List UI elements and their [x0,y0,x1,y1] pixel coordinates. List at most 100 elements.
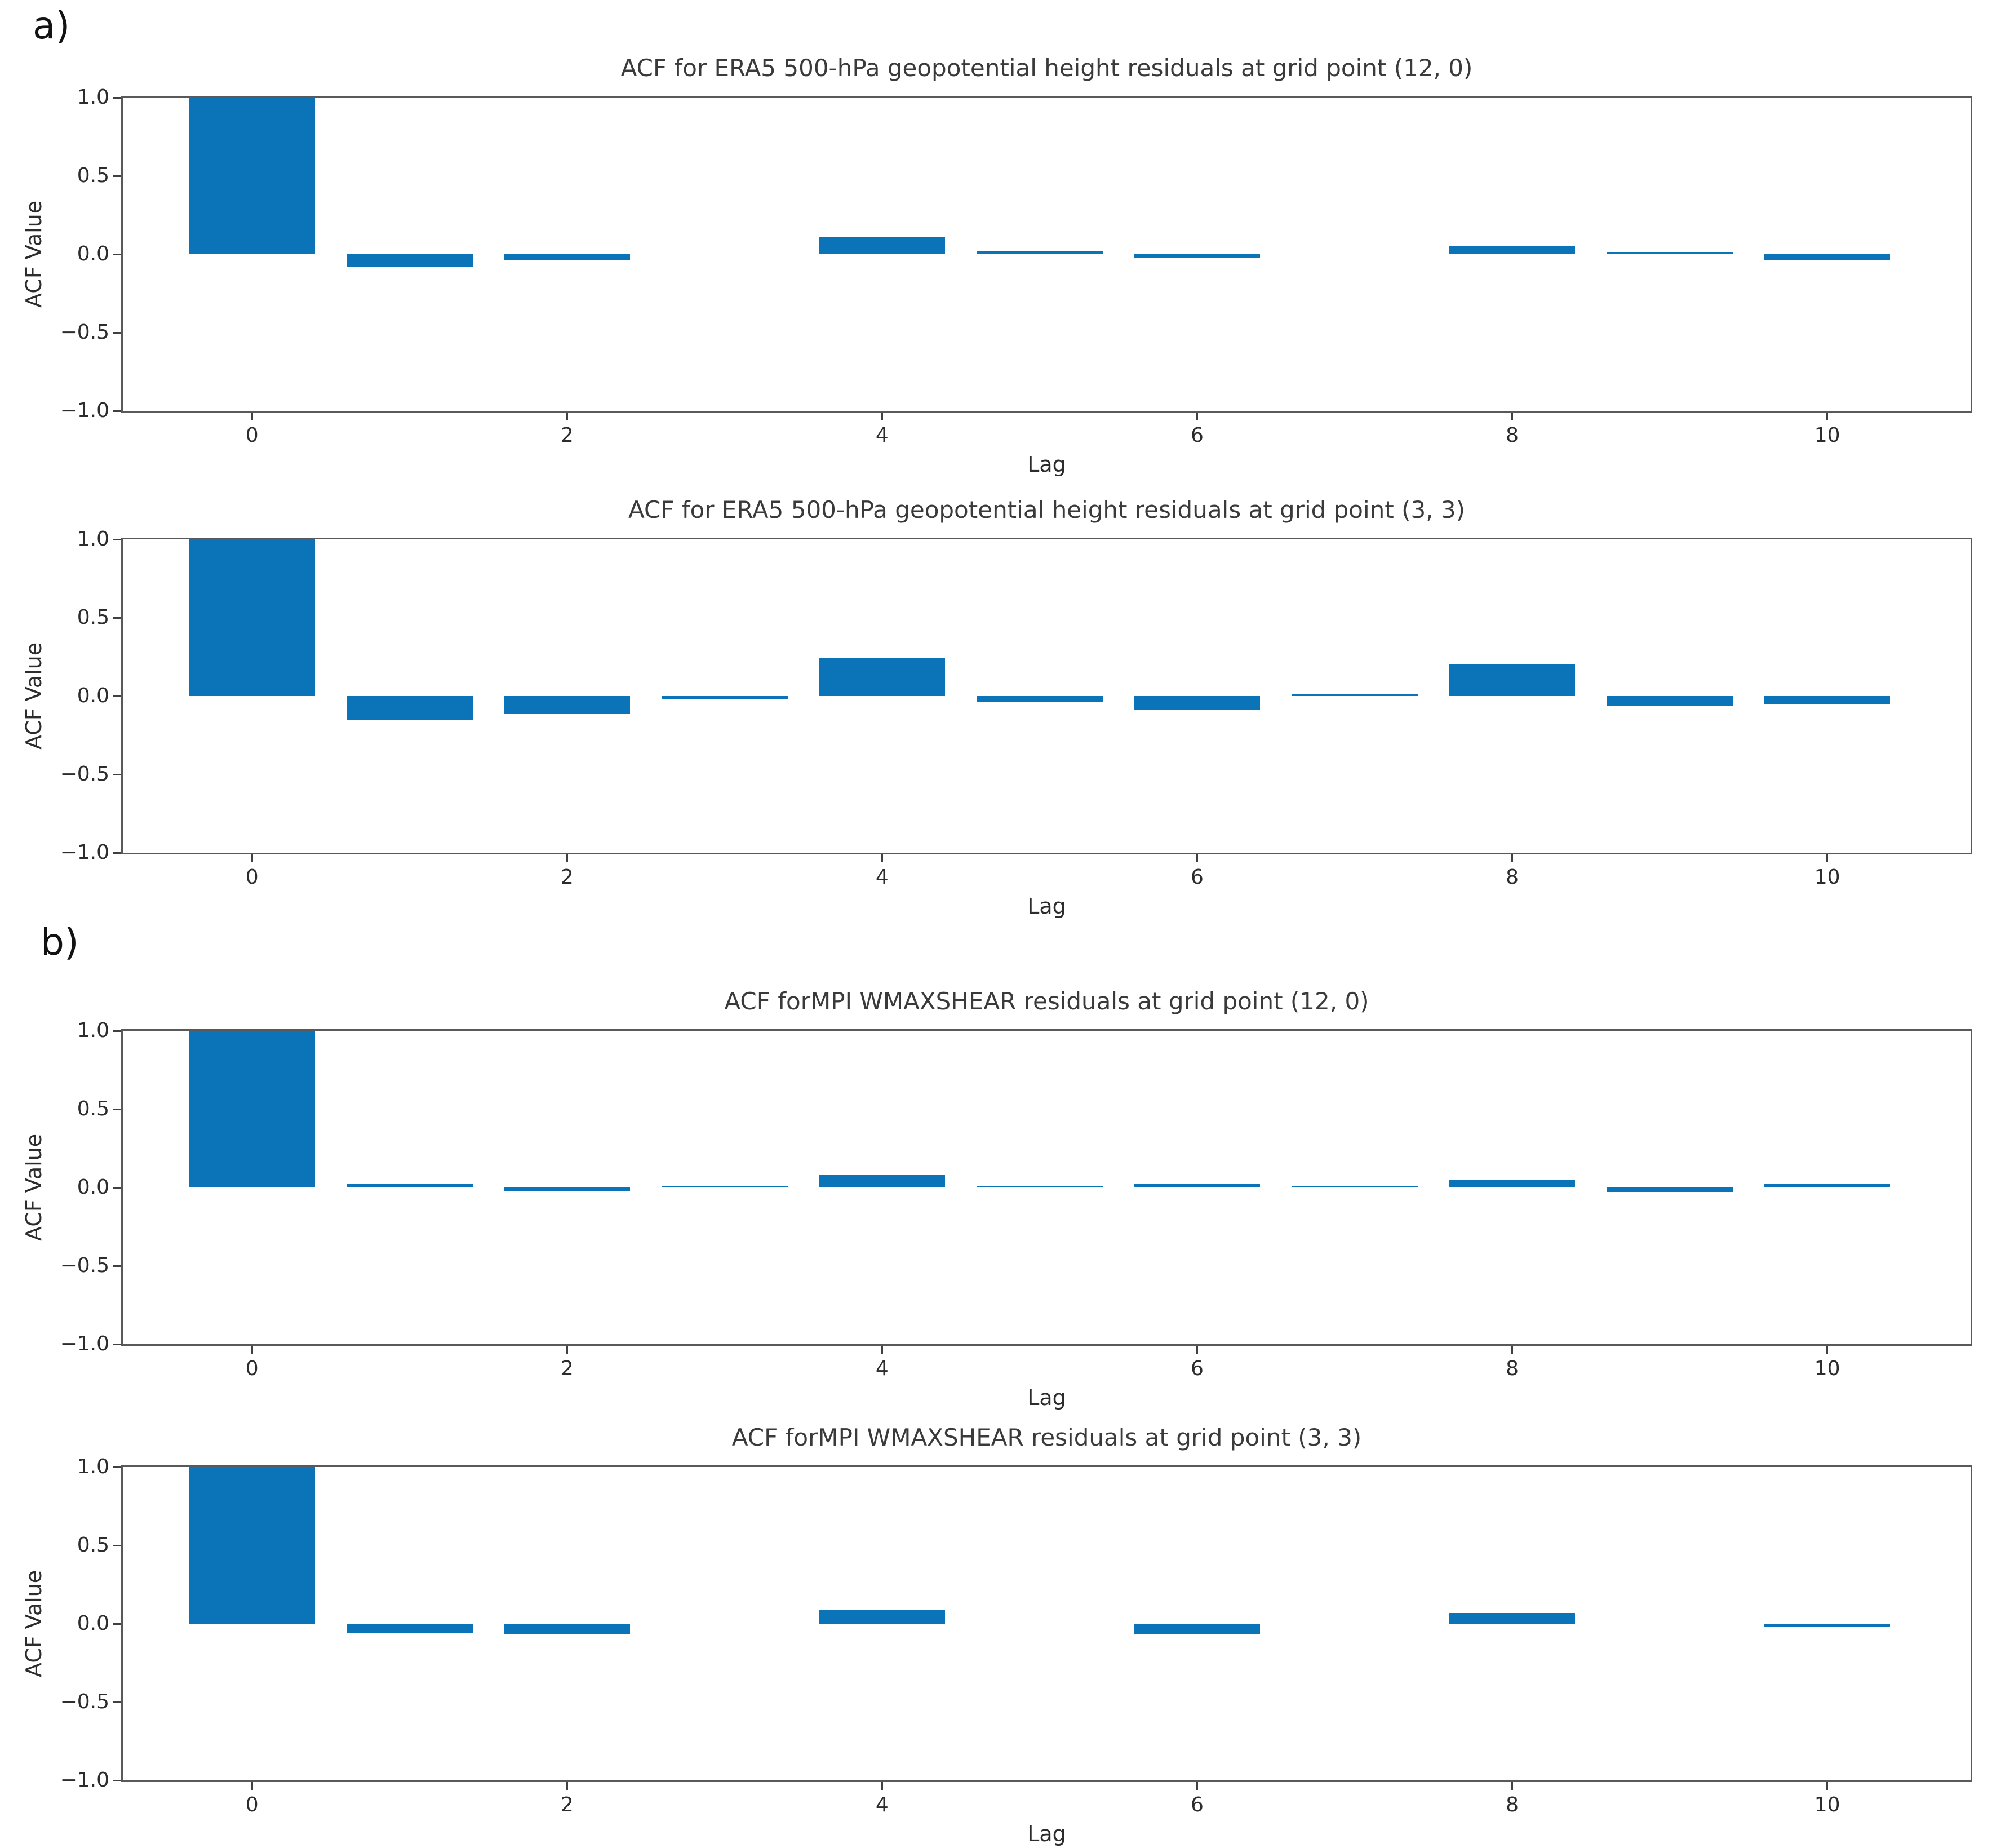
x-tick-label: 2 [560,866,574,889]
y-tick-mark [113,852,121,854]
x-tick-label: 2 [560,1793,574,1816]
acf-chart-mpi-grid-3-3: ACF forMPI WMAXSHEAR residuals at grid p… [0,1419,2001,1848]
x-tick-label: 8 [1506,1357,1519,1380]
bar-lag-10 [1764,1624,1891,1627]
x-tick-label: 8 [1506,866,1519,889]
y-tick-mark [113,1108,121,1110]
x-axis-label: Lag [1027,1385,1066,1410]
x-tick-label: 0 [245,424,259,447]
bar-lag-2 [504,1187,631,1191]
bar-lag-0 [189,98,316,254]
acf-chart-mpi-grid-12-0: ACF forMPI WMAXSHEAR residuals at grid p… [0,983,2001,1413]
y-tick-label: 0.0 [77,1612,109,1635]
bar-lag-9 [1607,696,1733,706]
x-tick-label: 10 [1814,1793,1840,1816]
x-tick-mark [1511,854,1514,862]
x-tick-mark [1196,413,1198,420]
plot-area: ACF Value Lag 1.0 0.5 0.0 −0.5 −1.0 0 2 4 6 8 10 [21,528,1972,918]
bar-lag-2 [504,1624,631,1635]
x-tick-mark [1826,1782,1829,1790]
bar-lag-10 [1764,254,1891,261]
bar-lag-8 [1449,664,1576,696]
chart-title: ACF forMPI WMAXSHEAR residuals at grid p… [731,1424,1362,1451]
y-tick-mark [113,1265,121,1267]
x-tick-label: 10 [1814,866,1840,889]
x-tick-mark [881,1346,883,1354]
bar-lag-0 [189,1467,316,1624]
y-tick-mark [113,96,121,99]
y-tick-mark [113,1466,121,1468]
y-tick-label: 0.0 [77,1176,109,1199]
bar-lag-4 [819,1609,946,1624]
bar-lag-9 [1607,252,1733,254]
bar-lag-3 [662,1186,788,1187]
bar-lag-5 [977,251,1103,254]
x-tick-label: 0 [245,1357,259,1380]
bar-lag-10 [1764,696,1891,704]
bar-lag-5 [977,1186,1103,1187]
x-axis-label: Lag [1027,452,1066,477]
x-tick-label: 0 [245,866,259,889]
y-tick-mark [113,175,121,177]
chart-title: ACF for ERA5 500-hPa geopotential height… [628,496,1465,524]
bar-lag-1 [346,696,473,720]
x-tick-label: 4 [875,866,889,889]
x-tick-mark [1511,413,1514,420]
x-tick-mark [566,854,568,862]
bar-lag-10 [1764,1184,1891,1187]
x-tick-label: 0 [245,1793,259,1816]
y-tick-label: 1.0 [77,86,109,109]
x-tick-label: 4 [875,424,889,447]
y-tick-label: 0.0 [77,242,109,265]
x-tick-label: 8 [1506,1793,1519,1816]
y-tick-mark [113,773,121,775]
bar-lag-8 [1449,1180,1576,1187]
bar-lag-4 [819,1175,946,1187]
y-tick-label: −0.5 [60,321,109,344]
x-tick-mark [1511,1782,1514,1790]
x-tick-mark [1826,854,1829,862]
x-axis-label: Lag [1027,894,1066,919]
y-tick-label: 1.0 [77,1019,109,1042]
x-tick-label: 2 [560,1357,574,1380]
x-tick-mark [566,1782,568,1790]
y-tick-label: 1.0 [77,528,109,551]
bar-lag-8 [1449,1612,1576,1624]
y-tick-label: −1.0 [60,1769,109,1792]
y-tick-mark [113,617,121,619]
y-tick-mark [113,331,121,334]
x-tick-mark [251,854,253,862]
y-tick-label: 0.5 [77,606,109,629]
plot-area: ACF Value Lag 1.0 0.5 0.0 −0.5 −1.0 0 2 4 6 8 10 [21,86,1972,476]
y-tick-mark [113,1701,121,1703]
y-tick-label: 0.5 [77,1097,109,1120]
y-tick-mark [113,1544,121,1546]
y-tick-mark [113,1623,121,1625]
panel-a-label: a) [33,4,70,47]
bar-lag-7 [1292,694,1418,696]
bar-lag-4 [819,658,946,696]
y-tick-label: −1.0 [60,1332,109,1355]
bar-lag-1 [346,1624,473,1633]
x-tick-mark [1826,413,1829,420]
y-tick-label: −0.5 [60,763,109,786]
x-axis-label: Lag [1027,1822,1066,1846]
x-tick-mark [881,854,883,862]
y-tick-mark [113,1030,121,1032]
x-tick-mark [1196,854,1198,862]
chart-title: ACF for ERA5 500-hPa geopotential height… [620,54,1473,82]
x-tick-label: 2 [560,424,574,447]
x-tick-label: 6 [1191,1793,1204,1816]
bar-lag-1 [346,1184,473,1187]
x-tick-label: 8 [1506,424,1519,447]
y-tick-mark [113,1779,121,1781]
y-tick-label: 1.0 [77,1455,109,1478]
acf-chart-era5-grid-3-3: ACF for ERA5 500-hPa geopotential height… [0,491,2001,922]
bar-lag-8 [1449,246,1576,254]
bar-lag-0 [189,1031,316,1187]
x-tick-mark [1196,1346,1198,1354]
x-tick-mark [881,1782,883,1790]
bar-lag-6 [1134,696,1261,711]
bar-lag-5 [977,696,1103,703]
